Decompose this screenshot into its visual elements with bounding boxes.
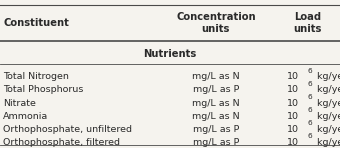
Text: Ammonia: Ammonia — [3, 112, 49, 120]
Text: mg/L as P: mg/L as P — [193, 125, 239, 133]
Text: mg/L as P: mg/L as P — [193, 138, 239, 147]
Text: kg/year: kg/year — [314, 125, 340, 133]
Text: mg/L as N: mg/L as N — [192, 112, 240, 120]
Text: mg/L as P: mg/L as P — [193, 86, 239, 94]
Text: kg/year: kg/year — [314, 86, 340, 94]
Text: Orthophosphate, filtered: Orthophosphate, filtered — [3, 138, 120, 147]
Text: Load
units: Load units — [293, 12, 322, 34]
Text: 6: 6 — [307, 68, 312, 74]
Text: Nutrients: Nutrients — [143, 49, 197, 59]
Text: Concentration
units: Concentration units — [176, 12, 256, 34]
Text: 10: 10 — [287, 73, 299, 81]
Text: 10: 10 — [287, 138, 299, 147]
Text: Orthophosphate, unfiltered: Orthophosphate, unfiltered — [3, 125, 132, 133]
Text: Total Phosphorus: Total Phosphorus — [3, 86, 84, 94]
Text: 10: 10 — [287, 125, 299, 133]
Text: 6: 6 — [307, 81, 312, 87]
Text: 6: 6 — [307, 120, 312, 126]
Text: 6: 6 — [307, 94, 312, 100]
Text: Constituent: Constituent — [3, 18, 69, 28]
Text: kg/year: kg/year — [314, 73, 340, 81]
Text: kg/year: kg/year — [314, 138, 340, 147]
Text: kg/year: kg/year — [314, 112, 340, 120]
Text: 10: 10 — [287, 86, 299, 94]
Text: Nitrate: Nitrate — [3, 99, 36, 107]
Text: 6: 6 — [307, 133, 312, 139]
Text: Total Nitrogen: Total Nitrogen — [3, 73, 69, 81]
Text: 6: 6 — [307, 107, 312, 113]
Text: mg/L as N: mg/L as N — [192, 99, 240, 107]
Text: 10: 10 — [287, 99, 299, 107]
Text: 10: 10 — [287, 112, 299, 120]
Text: kg/year: kg/year — [314, 99, 340, 107]
Text: mg/L as N: mg/L as N — [192, 73, 240, 81]
